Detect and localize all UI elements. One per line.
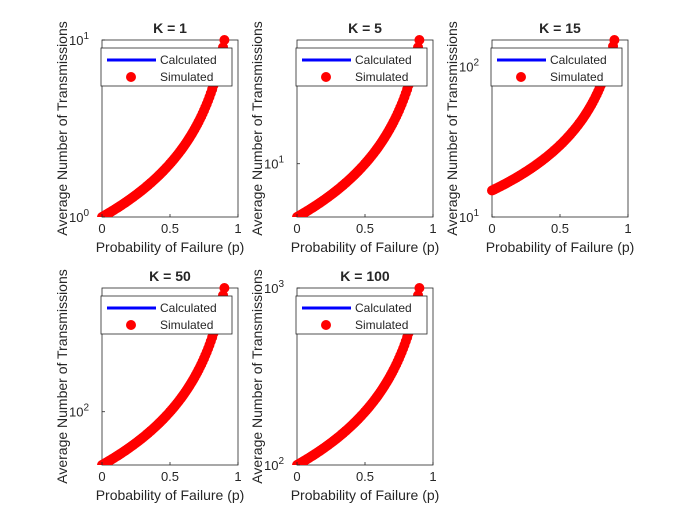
y-tick-label: 102 (264, 456, 284, 473)
x-tick-label: 0 (98, 469, 105, 484)
legend: Calculated Simulated (295, 47, 428, 87)
legend-box (100, 47, 233, 87)
simulated-point (219, 283, 230, 293)
y-tick-label: 102 (459, 58, 479, 75)
legend-entry-simulated: Simulated (160, 70, 213, 84)
x-tick-label: 1 (234, 221, 241, 236)
y-tick-label: 102 (69, 403, 89, 420)
simulated-markers (292, 35, 425, 217)
legend-marker-swatch (516, 72, 526, 82)
subplot-k-5: 0 0.5 1 101 K = 5 Probability of Failure (p) A… (249, 20, 439, 255)
y-axis-label: Average Number of Transmissions (249, 21, 265, 236)
x-axis-label: Probability of Failure (p) (486, 239, 635, 255)
subplot-k-1: 0 0.5 1 100 101 K = 1 Probability of Failure (… (54, 20, 244, 255)
x-axis-label: Probability of Failure (p) (96, 487, 245, 503)
y-tick-label: 100 (69, 208, 89, 225)
x-tick-label: 0.5 (356, 221, 374, 236)
y-tick-label: 101 (69, 31, 89, 48)
legend-marker-swatch (126, 320, 136, 330)
x-tick-label: 0 (98, 221, 105, 236)
simulated-point (219, 35, 230, 45)
x-axis-label: Probability of Failure (p) (291, 239, 440, 255)
simulated-point (609, 35, 620, 45)
legend-entry-calculated: Calculated (355, 53, 412, 67)
y-axis-label: Average Number of Transmissions (444, 21, 460, 236)
subplot-title: K = 5 (348, 20, 382, 36)
legend-box (295, 47, 428, 87)
legend-box (100, 295, 233, 335)
legend: Calculated Simulated (490, 47, 623, 87)
legend-entry-simulated: Simulated (355, 70, 408, 84)
x-tick-label: 0.5 (551, 221, 569, 236)
legend-marker-swatch (126, 72, 136, 82)
legend-entry-simulated: Simulated (355, 318, 408, 332)
subplot-title: K = 100 (340, 268, 390, 284)
x-axis-label: Probability of Failure (p) (291, 487, 440, 503)
legend: Calculated Simulated (100, 47, 233, 87)
x-tick-label: 0.5 (161, 469, 179, 484)
y-tick-label: 101 (264, 155, 284, 172)
subplot-title: K = 50 (149, 268, 191, 284)
subplot-title: K = 15 (539, 20, 581, 36)
y-tick-label: 103 (264, 279, 284, 296)
legend: Calculated Simulated (295, 295, 428, 335)
legend-marker-swatch (321, 320, 331, 330)
simulated-point (414, 283, 425, 293)
x-tick-label: 0 (488, 221, 495, 236)
x-tick-label: 1 (624, 221, 631, 236)
legend-entry-calculated: Calculated (550, 53, 607, 67)
y-axis-label: Average Number of Transmissions (54, 21, 70, 236)
x-tick-label: 0 (293, 469, 300, 484)
legend-box (490, 47, 623, 87)
subplot-k-15: 0 0.5 1 101 102 K = 15 Probability of Failure … (444, 20, 634, 255)
legend-entry-calculated: Calculated (355, 301, 412, 315)
subplot-title: K = 1 (153, 20, 187, 36)
y-axis-label: Average Number of Transmissions (249, 269, 265, 484)
x-tick-label: 0.5 (356, 469, 374, 484)
subplot-k-100: 0 0.5 1 102 103 K = 100 Probability of Failure… (249, 268, 439, 503)
x-tick-label: 0.5 (161, 221, 179, 236)
legend-box (295, 295, 428, 335)
x-tick-label: 1 (429, 469, 436, 484)
x-axis-label: Probability of Failure (p) (96, 239, 245, 255)
legend-entry-calculated: Calculated (160, 301, 217, 315)
legend-entry-calculated: Calculated (160, 53, 217, 67)
legend-entry-simulated: Simulated (160, 318, 213, 332)
x-tick-label: 1 (234, 469, 241, 484)
legend-marker-swatch (321, 72, 331, 82)
subplot-k-50: 0 0.5 1 102 K = 50 Probability of Failure (p)… (54, 268, 244, 503)
x-tick-label: 1 (429, 221, 436, 236)
legend-entry-simulated: Simulated (550, 70, 603, 84)
y-tick-label: 101 (459, 208, 479, 225)
y-axis-label: Average Number of Transmissions (54, 269, 70, 484)
legend: Calculated Simulated (100, 295, 233, 335)
simulated-point (414, 35, 425, 45)
x-tick-label: 0 (293, 221, 300, 236)
